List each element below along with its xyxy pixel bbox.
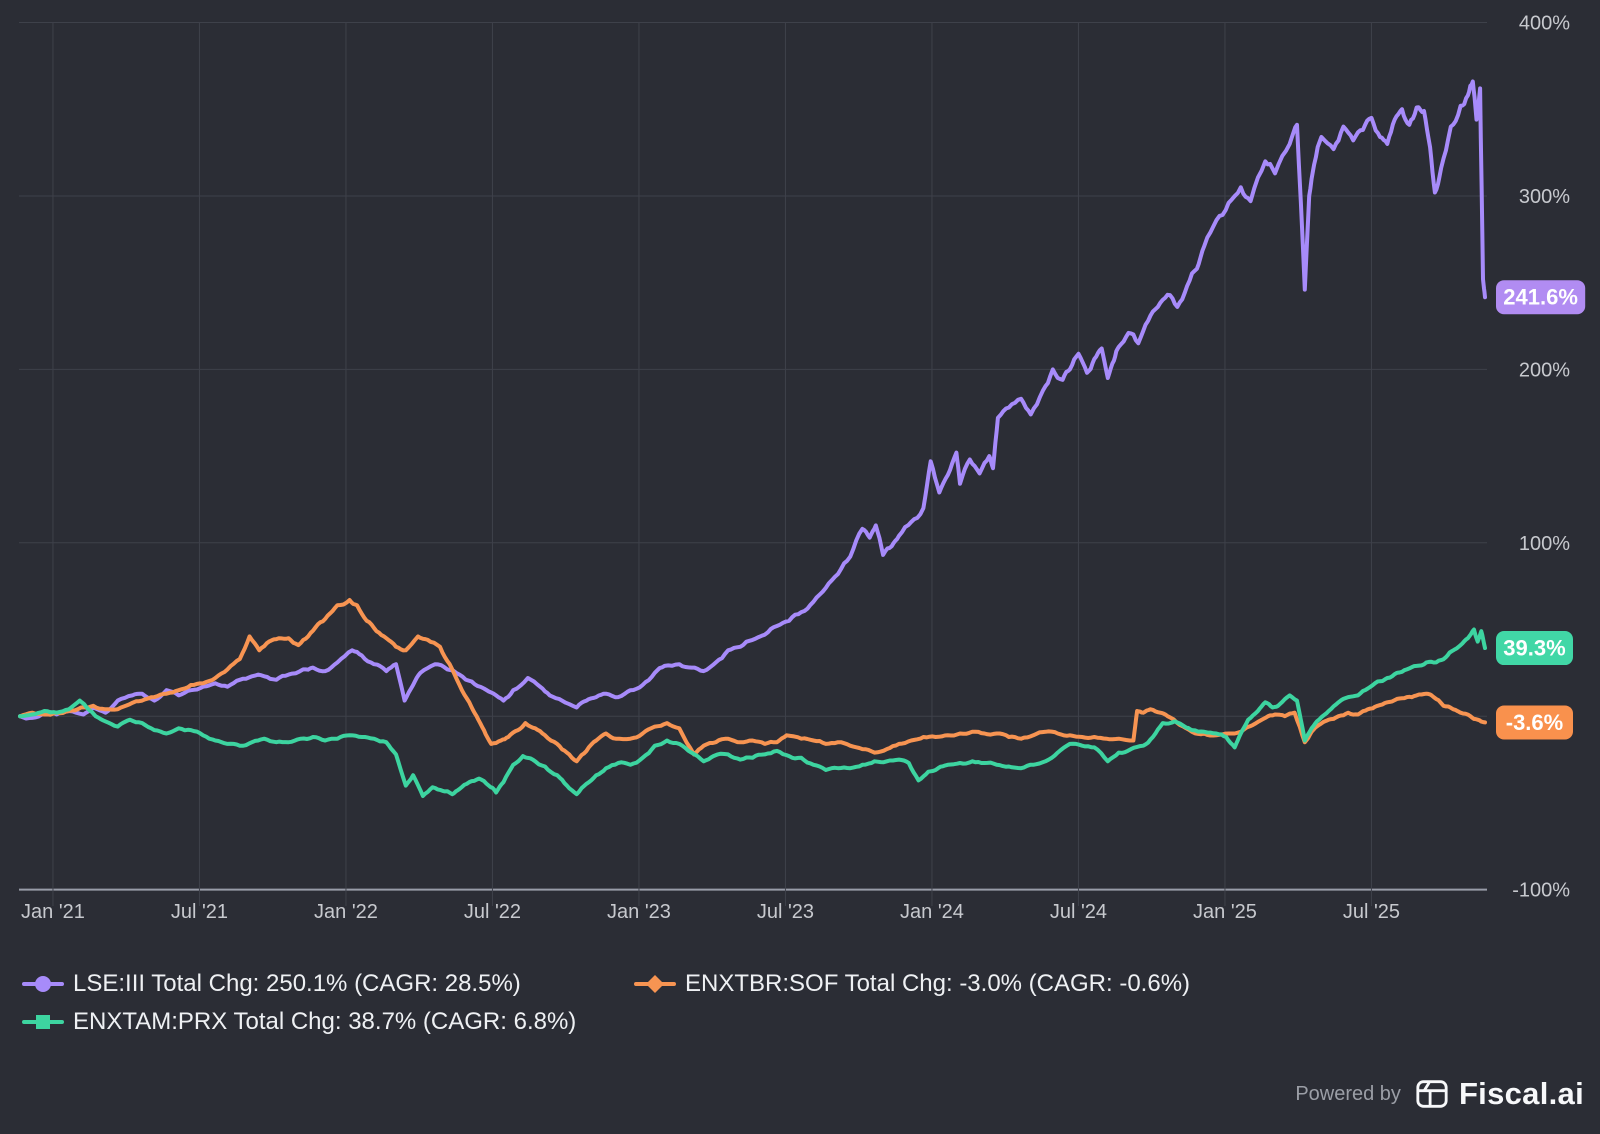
series-lines — [18, 79, 1487, 798]
x-tick-label: Jan '22 — [314, 901, 378, 923]
end-value-badge-enxtam-prx: 39.3% — [1496, 631, 1573, 666]
y-tick-label: 100% — [1519, 533, 1570, 555]
series-line-lse-iii[interactable] — [18, 79, 1487, 721]
x-tick-label: Jan '24 — [900, 901, 964, 923]
legend-item-lse-iii[interactable]: LSE:III Total Chg: 250.1% (CAGR: 28.5%) — [22, 971, 521, 997]
series-line-enxtbr-sof[interactable] — [18, 598, 1487, 764]
end-value-badge-lse-iii: 241.6% — [1496, 280, 1586, 315]
end-value-badge-enxtbr-sof: -3.6% — [1496, 705, 1573, 740]
legend-item-enxtam-prx[interactable]: ENXTAM:PRX Total Chg: 38.7% (CAGR: 6.8%) — [22, 1009, 576, 1035]
legend-label: ENXTAM:PRX Total Chg: 38.7% (CAGR: 6.8%) — [73, 1008, 577, 1035]
y-tick-label: 200% — [1519, 359, 1570, 381]
powered-by-text: Powered by — [1295, 1082, 1401, 1105]
series-line-enxtam-prx[interactable] — [18, 627, 1487, 798]
x-tick-label: Jul '23 — [757, 901, 814, 923]
end-value-badge-label: 241.6% — [1503, 285, 1578, 310]
y-tick-label: -100% — [1512, 880, 1570, 902]
x-tick-label: Jul '22 — [464, 901, 521, 923]
y-tick-label: 300% — [1519, 186, 1570, 208]
x-tick-label: Jul '21 — [171, 901, 228, 923]
x-tick-label: Jul '24 — [1050, 901, 1107, 923]
end-value-badge-label: 39.3% — [1503, 636, 1565, 661]
x-tick-label: Jan '21 — [21, 901, 85, 923]
y-tick-label: 400% — [1519, 13, 1570, 35]
legend-label: LSE:III Total Chg: 250.1% (CAGR: 28.5%) — [73, 970, 521, 997]
line-diamond-marker-icon — [634, 975, 676, 993]
x-tick-label: Jan '25 — [1193, 901, 1257, 923]
fiscal-ai-link[interactable]: Fiscal.ai — [1415, 1076, 1584, 1112]
line-circle-marker-icon — [22, 976, 64, 992]
footer-branding: Powered by Fiscal.ai — [1295, 1076, 1584, 1112]
fiscal-ai-logo-icon — [1416, 1080, 1448, 1108]
end-value-badge-label: -3.6% — [1506, 710, 1563, 735]
axis-tick-labels: 400% 300% 200% 100% -100% Jan '21 Jul '21 Jan '… — [21, 13, 1570, 923]
brand-text: Fiscal.ai — [1458, 1076, 1584, 1111]
x-tick-label: Jul '25 — [1343, 901, 1400, 923]
end-value-badges: 241.6% -3.6% 39.3% — [1496, 280, 1586, 740]
legend-item-enxtbr-sof[interactable]: ENXTBR:SOF Total Chg: -3.0% (CAGR: -0.6%… — [634, 971, 1190, 997]
legend-label: ENXTBR:SOF Total Chg: -3.0% (CAGR: -0.6%… — [685, 970, 1191, 997]
line-square-marker-icon — [22, 1015, 64, 1029]
x-tick-label: Jan '23 — [607, 901, 671, 923]
